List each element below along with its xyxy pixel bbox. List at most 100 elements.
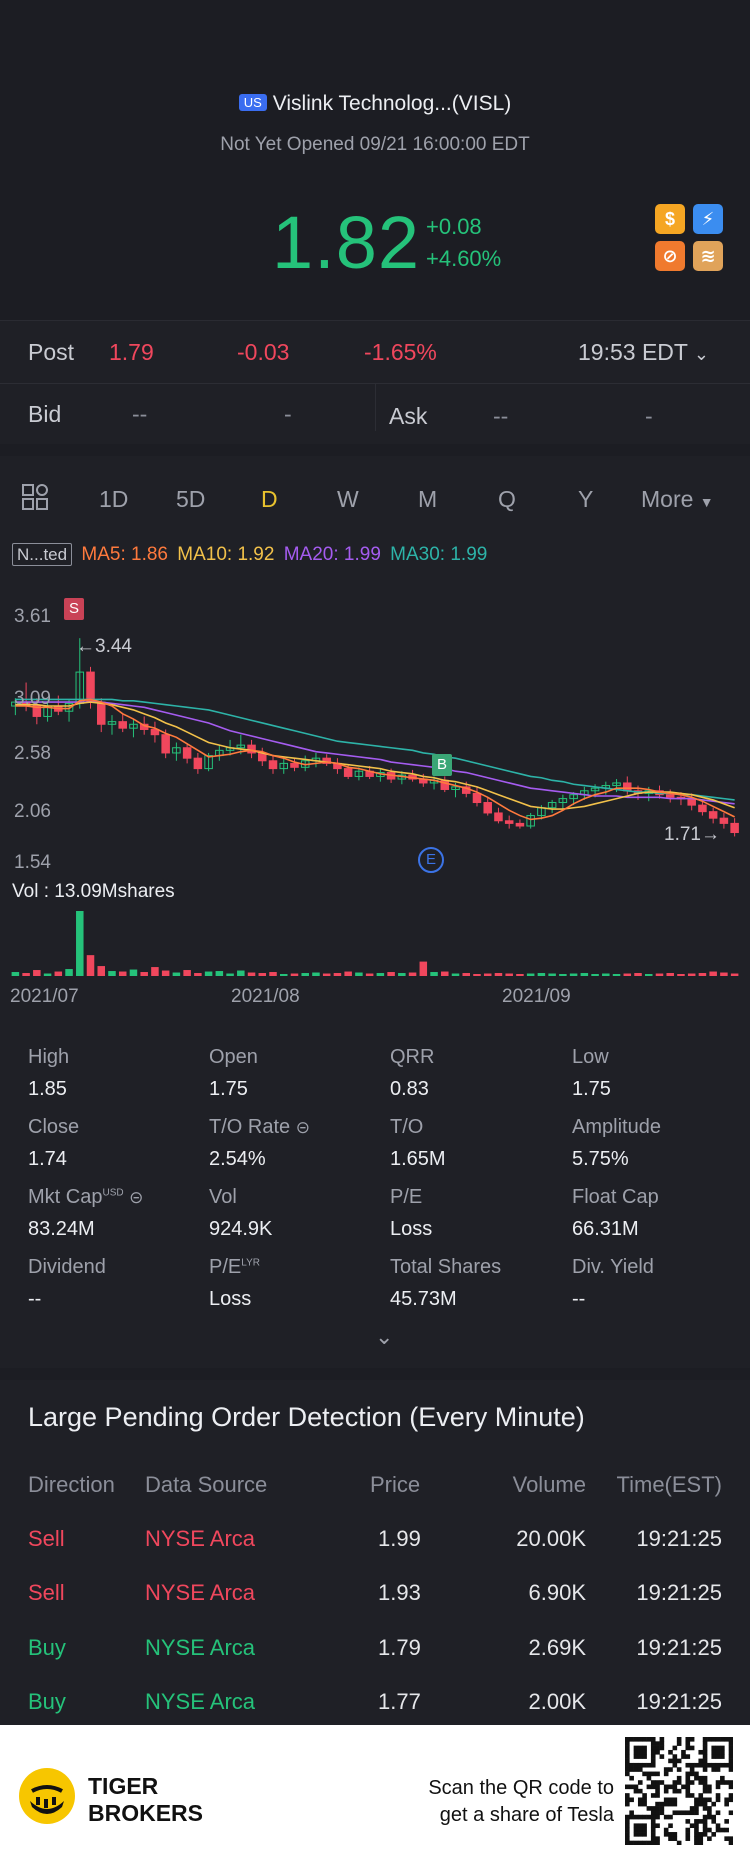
ask-label: Ask — [389, 403, 428, 429]
qr-module — [685, 1793, 691, 1798]
stack-icon[interactable]: ≋ — [693, 241, 723, 271]
qr-module — [655, 1814, 660, 1820]
grid-icon[interactable] — [22, 484, 48, 516]
tab-m[interactable]: M — [418, 486, 438, 512]
qr-module — [698, 1840, 704, 1845]
tab-more[interactable]: More ▼ — [641, 486, 714, 513]
sell-marker[interactable]: S — [64, 598, 84, 620]
stat-value: 83.24M — [28, 1218, 95, 1240]
qr-module — [707, 1784, 712, 1790]
qr-module — [676, 1840, 682, 1845]
stat-mkt-cap[interactable]: Mkt CapUSD ⊝ 83.24M — [28, 1186, 143, 1241]
qr-module — [655, 1741, 660, 1746]
chart-panel: 1D 5D D W M Q Y More ▼ N...ted MA5: 1.86… — [0, 456, 750, 1368]
price-change: +0.08 — [426, 214, 482, 239]
tab-1d[interactable]: 1D — [99, 486, 129, 512]
qr-module — [707, 1762, 712, 1768]
qr-module — [698, 1836, 704, 1841]
qr-module — [685, 1762, 691, 1768]
buy-marker[interactable]: B — [432, 754, 452, 776]
info-icon[interactable]: ⊝ — [295, 1118, 310, 1137]
stat-total-shares: Total Shares 45.73M — [390, 1256, 501, 1311]
order-price: 1.99 — [378, 1526, 421, 1551]
qr-module — [694, 1827, 699, 1833]
tab-5d[interactable]: 5D — [176, 486, 206, 512]
tab-q[interactable]: Q — [498, 486, 516, 512]
stock-name: Vislink Technolog...(VISL) — [272, 92, 512, 115]
qr-module — [698, 1819, 704, 1824]
qr-module — [642, 1737, 647, 1742]
qr-module — [625, 1767, 630, 1772]
low-label: 1.71→ — [664, 824, 720, 845]
candle — [32, 705, 42, 717]
candle — [708, 811, 718, 819]
stat-label: P/E — [209, 1256, 242, 1278]
candle — [172, 747, 181, 754]
x-tick: 2021/08 — [231, 986, 300, 1007]
qr-module — [650, 1749, 656, 1755]
stat-to-rate[interactable]: T/O Rate ⊝ 2.54% — [209, 1116, 310, 1171]
qr-module — [672, 1788, 678, 1794]
qr-module — [642, 1823, 647, 1829]
qr-module — [702, 1814, 708, 1820]
qr-module — [655, 1749, 660, 1755]
stat-close: Close 1.74 — [28, 1116, 79, 1171]
stat-label: T/O — [390, 1116, 424, 1138]
tab-d[interactable]: D — [261, 486, 278, 512]
qr-module — [689, 1745, 695, 1751]
post-time[interactable]: 19:53 EDT ⌄ — [578, 339, 709, 366]
qr-module — [659, 1737, 665, 1742]
qr-module — [642, 1801, 647, 1807]
large-order-panel: Large Pending Order Detection (Every Min… — [0, 1380, 750, 1725]
stat-label-row: P/ELYR — [209, 1256, 260, 1279]
info-icon[interactable]: ⊝ — [129, 1188, 144, 1207]
qr-module — [642, 1745, 647, 1751]
volume-bar — [204, 971, 213, 976]
qr-module — [694, 1775, 699, 1781]
order-time: 19:21:25 — [636, 1526, 722, 1551]
orders-title: Large Pending Order Detection (Every Min… — [28, 1402, 585, 1432]
expand-chevron-icon[interactable]: ⌄ — [375, 1324, 394, 1349]
adjust-selector[interactable]: N...ted — [12, 543, 73, 566]
volume-bar — [709, 971, 717, 976]
stat-value: 1.85 — [28, 1078, 67, 1100]
qr-module — [707, 1827, 712, 1833]
volume-bar — [655, 973, 664, 976]
qr-module — [711, 1745, 717, 1751]
qr-module — [707, 1806, 712, 1811]
order-price: 1.93 — [378, 1580, 421, 1605]
no-short-icon[interactable]: ⊘ — [655, 241, 685, 271]
qr-module — [655, 1793, 660, 1798]
tab-y[interactable]: Y — [578, 486, 594, 512]
qr-module — [694, 1823, 699, 1829]
volume-bar — [22, 973, 30, 976]
qr-module — [702, 1737, 708, 1742]
dollar-icon[interactable]: $ — [655, 204, 685, 234]
y-tick: 3.61 — [14, 606, 51, 627]
ma5-label: MA5: 1.86 — [81, 544, 168, 565]
candlestick-chart[interactable] — [0, 596, 750, 906]
volume-bar — [140, 972, 148, 976]
stock-title[interactable]: US Vislink Technolog...(VISL) — [0, 92, 750, 116]
qr-module — [685, 1780, 691, 1785]
qr-module — [659, 1801, 665, 1807]
volume-bar — [376, 973, 385, 976]
qr-module — [728, 1762, 733, 1768]
qr-module — [633, 1784, 639, 1790]
volume-bar — [677, 974, 685, 976]
stat-label: Open — [209, 1046, 258, 1068]
caret-down-icon: ▼ — [699, 494, 714, 510]
qr-module — [685, 1819, 691, 1824]
volume-bar — [247, 972, 256, 976]
qr-module — [702, 1754, 708, 1759]
candle — [354, 770, 364, 777]
flash-icon[interactable]: ⚡ — [693, 204, 723, 234]
qr-module — [694, 1836, 699, 1841]
stat-label: Dividend — [28, 1256, 106, 1278]
qr-module — [715, 1767, 721, 1772]
event-marker[interactable]: E — [418, 847, 444, 873]
tab-w[interactable]: W — [337, 486, 359, 512]
y-tick: 2.06 — [14, 801, 51, 822]
qr-module — [728, 1797, 733, 1803]
stat-dividend: Dividend -- — [28, 1256, 106, 1311]
